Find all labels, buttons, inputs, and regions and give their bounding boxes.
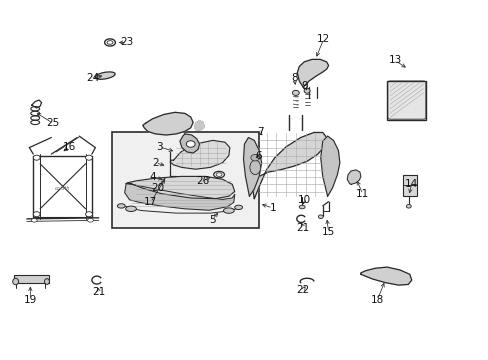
Ellipse shape — [318, 215, 323, 219]
Text: 4: 4 — [149, 172, 156, 182]
Polygon shape — [126, 176, 234, 199]
Text: 6: 6 — [254, 150, 261, 161]
Ellipse shape — [304, 88, 309, 93]
Ellipse shape — [13, 278, 19, 285]
Polygon shape — [297, 59, 328, 87]
Ellipse shape — [299, 205, 305, 209]
Polygon shape — [124, 184, 234, 210]
Text: 1: 1 — [269, 203, 276, 213]
Text: 21: 21 — [92, 287, 105, 297]
Text: 15: 15 — [321, 227, 335, 237]
Ellipse shape — [406, 204, 410, 208]
Bar — [403, 175, 416, 196]
Ellipse shape — [33, 212, 40, 217]
Text: 3: 3 — [156, 142, 163, 152]
Polygon shape — [243, 138, 261, 196]
Ellipse shape — [223, 208, 234, 213]
Text: 16: 16 — [62, 142, 76, 152]
Ellipse shape — [292, 90, 299, 95]
Ellipse shape — [44, 279, 49, 284]
Text: 11: 11 — [355, 189, 369, 199]
Polygon shape — [170, 140, 229, 169]
Text: 10: 10 — [297, 195, 310, 205]
Text: 5: 5 — [208, 215, 215, 225]
Ellipse shape — [234, 205, 242, 210]
Polygon shape — [253, 132, 326, 199]
Polygon shape — [360, 267, 411, 285]
Ellipse shape — [186, 141, 195, 147]
Ellipse shape — [250, 154, 259, 161]
Ellipse shape — [85, 212, 92, 217]
Text: 14: 14 — [404, 179, 418, 189]
Ellipse shape — [95, 72, 115, 79]
Text: 23: 23 — [120, 37, 134, 48]
Polygon shape — [320, 136, 339, 196]
Text: 9: 9 — [301, 81, 308, 91]
Ellipse shape — [249, 160, 260, 175]
Text: 21: 21 — [296, 222, 309, 233]
Polygon shape — [142, 112, 193, 135]
Text: 8: 8 — [290, 73, 297, 84]
Ellipse shape — [117, 204, 125, 208]
Polygon shape — [180, 134, 199, 153]
Text: 17: 17 — [143, 197, 157, 207]
Ellipse shape — [125, 206, 136, 211]
Text: 24: 24 — [86, 73, 100, 84]
Text: 25: 25 — [46, 118, 60, 128]
Text: 2: 2 — [152, 158, 159, 168]
Text: 7: 7 — [256, 127, 263, 138]
Ellipse shape — [31, 219, 37, 222]
Polygon shape — [194, 121, 204, 130]
Text: 18: 18 — [370, 294, 384, 305]
Ellipse shape — [33, 155, 40, 160]
Text: 12: 12 — [316, 34, 330, 44]
Ellipse shape — [85, 155, 92, 160]
Ellipse shape — [87, 219, 93, 222]
Text: 19: 19 — [23, 294, 37, 305]
Bar — [386, 81, 426, 120]
Text: 26: 26 — [196, 176, 209, 186]
Text: 22: 22 — [296, 285, 309, 295]
Text: 13: 13 — [387, 55, 401, 66]
Polygon shape — [346, 170, 360, 184]
Text: 20: 20 — [151, 183, 163, 193]
Bar — [14, 275, 49, 283]
Text: co-Sth: co-Sth — [55, 186, 70, 192]
Bar — [112, 132, 259, 228]
